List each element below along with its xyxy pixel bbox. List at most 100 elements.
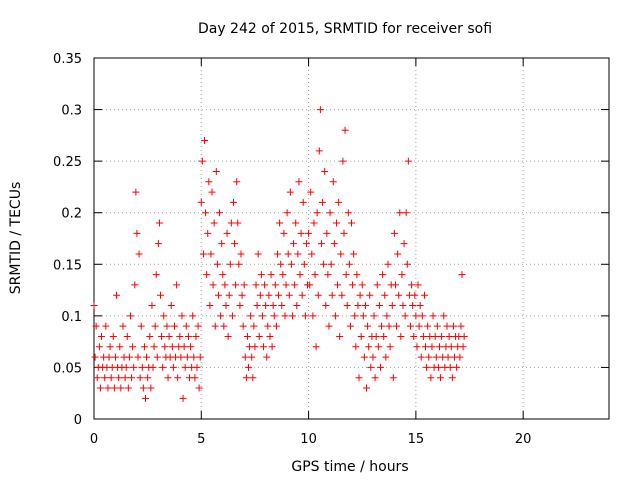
data-point — [402, 209, 410, 217]
data-point — [351, 312, 359, 320]
data-point — [139, 384, 147, 392]
data-point — [216, 209, 224, 217]
data-point — [345, 260, 353, 268]
data-point — [453, 363, 461, 371]
data-point — [124, 384, 132, 392]
data-point — [193, 363, 201, 371]
data-point — [170, 322, 178, 330]
data-point — [458, 271, 466, 279]
data-point — [279, 271, 287, 279]
data-point — [220, 322, 228, 330]
data-point — [286, 188, 294, 196]
data-point — [384, 260, 392, 268]
data-point — [393, 322, 401, 330]
data-point — [281, 312, 289, 320]
data-point — [133, 229, 141, 237]
data-point — [334, 281, 342, 289]
data-point — [409, 302, 417, 310]
data-point — [340, 229, 348, 237]
data-point — [342, 271, 350, 279]
data-point — [415, 322, 423, 330]
data-point — [245, 363, 252, 371]
data-point — [354, 302, 362, 310]
data-point — [389, 374, 397, 382]
y-tick-label: 0.2 — [61, 207, 82, 222]
data-point — [179, 394, 187, 402]
data-point — [147, 384, 155, 392]
data-point — [115, 374, 123, 382]
data-point — [249, 374, 257, 382]
data-point — [91, 353, 99, 361]
data-point — [191, 374, 199, 382]
y-tick-label: 0 — [74, 413, 82, 428]
data-point — [372, 332, 380, 340]
data-point — [449, 322, 457, 330]
data-point — [456, 353, 464, 361]
data-point — [331, 312, 339, 320]
data-point — [425, 353, 433, 361]
data-point — [292, 219, 300, 227]
data-point — [313, 209, 321, 217]
data-point — [327, 260, 335, 268]
data-point — [134, 353, 142, 361]
data-point — [271, 281, 279, 289]
data-point — [117, 384, 125, 392]
data-point — [320, 260, 328, 268]
data-point — [268, 343, 276, 351]
data-point — [258, 312, 266, 320]
y-tick-label: 0.25 — [53, 155, 82, 170]
data-point — [184, 332, 192, 340]
data-point — [400, 240, 408, 248]
data-point — [125, 353, 133, 361]
data-point — [135, 250, 143, 258]
data-point — [282, 281, 290, 289]
data-point — [373, 281, 381, 289]
data-point — [399, 302, 407, 310]
data-point — [427, 374, 435, 382]
data-point — [275, 291, 283, 299]
data-point — [196, 353, 204, 361]
x-tick-label: 0 — [90, 432, 98, 447]
x-tick-label: 15 — [408, 432, 425, 447]
data-point — [140, 343, 148, 351]
data-point — [418, 312, 426, 320]
data-point — [252, 281, 260, 289]
data-point — [198, 157, 206, 165]
data-point — [445, 332, 453, 340]
data-point — [240, 281, 248, 289]
data-point — [211, 322, 219, 330]
data-point — [224, 332, 232, 340]
data-point — [126, 312, 134, 320]
data-point — [155, 219, 163, 227]
data-point — [161, 343, 169, 351]
data-point — [210, 219, 218, 227]
data-point — [291, 281, 299, 289]
data-point — [324, 271, 332, 279]
y-tick-label: 0.1 — [61, 310, 82, 325]
data-point — [423, 363, 431, 371]
data-point — [92, 322, 100, 330]
data-point — [158, 332, 166, 340]
data-point — [317, 240, 325, 248]
y-tick-label: 0.05 — [53, 361, 82, 376]
data-point — [386, 343, 394, 351]
axis-ticks — [93, 57, 609, 420]
data-point — [284, 250, 292, 258]
data-point — [380, 332, 388, 340]
data-point — [260, 343, 268, 351]
data-point — [93, 374, 101, 382]
data-point — [288, 312, 296, 320]
data-point — [98, 332, 106, 340]
data-point — [239, 322, 247, 330]
data-point — [443, 322, 451, 330]
data-point — [153, 353, 161, 361]
data-point — [163, 322, 171, 330]
data-point — [123, 332, 131, 340]
data-point — [149, 363, 157, 371]
data-point — [267, 271, 275, 279]
data-point — [416, 302, 424, 310]
data-point — [278, 302, 286, 310]
data-point — [199, 250, 207, 258]
data-point — [295, 178, 303, 186]
data-point — [305, 229, 313, 237]
